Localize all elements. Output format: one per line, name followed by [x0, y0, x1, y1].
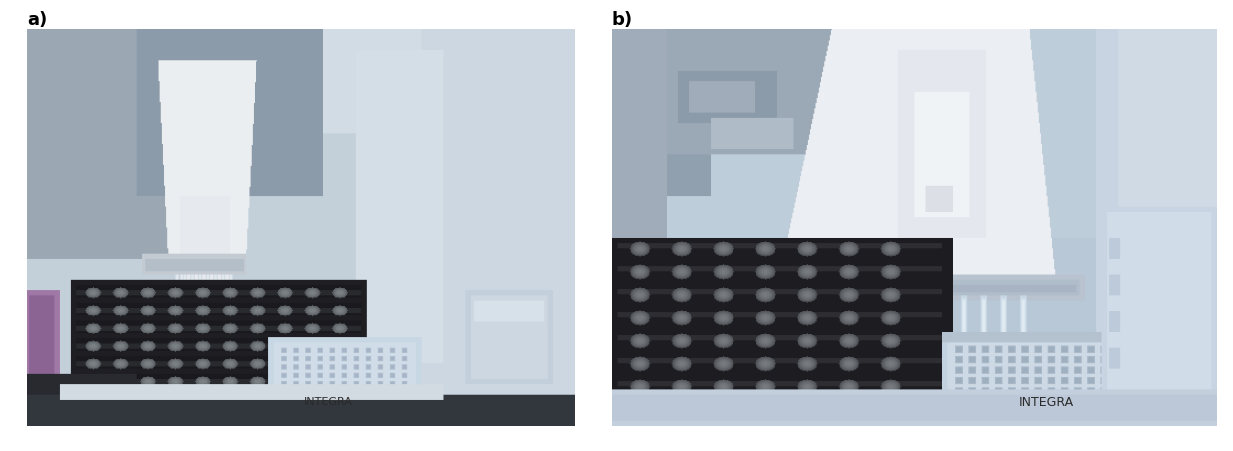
- Text: INTEGRA: INTEGRA: [1018, 396, 1074, 409]
- Text: INTEGRA: INTEGRA: [303, 397, 353, 407]
- Text: b): b): [612, 11, 633, 29]
- Text: a): a): [27, 11, 47, 29]
